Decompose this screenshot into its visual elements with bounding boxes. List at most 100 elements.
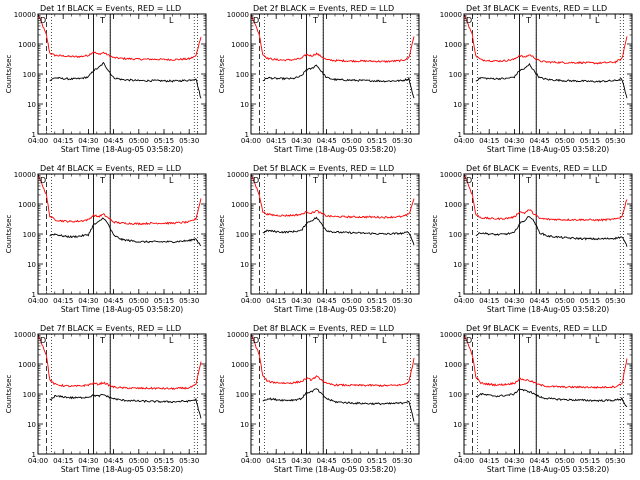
y-tick-label: 1 [32,131,36,139]
series-line-events [49,393,202,419]
y-tick-label: 10000 [440,331,462,339]
series-line-events [49,217,202,247]
corner-label: D [253,176,259,185]
y-axis-label: Counts/sec [218,375,226,414]
y-tick-label: 10 [240,421,249,429]
x-tick-label: 05:00 [555,457,575,465]
corner-label: T [525,16,531,25]
series-line-lld [251,14,415,64]
y-axis-label: Counts/sec [431,55,439,94]
y-tick-label: 100 [23,231,36,239]
x-tick-label: 04:00 [241,137,261,145]
x-tick-label: 05:30 [392,137,412,145]
chart-panel-3: Det 3f BLACK = Events, RED = LLD D T L 1 10 10… [431,4,633,154]
x-tick-label: 05:15 [367,297,387,305]
corner-label: D [40,336,46,345]
y-tick-label: 1000 [231,201,249,209]
x-tick-label: 05:30 [179,297,199,305]
x-tick-label: 04:00 [28,137,48,145]
x-tick-label: 05:15 [154,137,174,145]
corner-label: T [525,336,531,345]
x-axis-label: Start Time (18-Aug-05 03:58:20) [274,465,396,474]
series-line-lld [38,334,202,391]
series-line-events [262,216,415,246]
x-tick-label: 04:30 [291,137,311,145]
corner-label: L [169,336,174,345]
y-tick-label: 1000 [18,201,36,209]
y-tick-label: 10 [453,101,462,109]
plot-frame [37,333,207,455]
y-tick-label: 100 [449,391,462,399]
x-tick-label: 05:30 [392,457,412,465]
y-tick-label: 10000 [14,171,36,179]
x-tick-label: 04:45 [104,457,124,465]
plot-frame [463,13,633,135]
series-line-events [262,388,415,422]
x-tick-label: 05:15 [154,457,174,465]
y-tick-label: 1000 [231,41,249,49]
y-tick-label: 100 [236,231,249,239]
x-axis-label: Start Time (18-Aug-05 03:58:20) [61,145,183,154]
chart-title: Det 5f BLACK = Events, RED = LLD [253,164,394,173]
x-tick-label: 04:45 [317,297,337,305]
y-axis-label: Counts/sec [218,215,226,254]
x-tick-label: 05:00 [129,137,149,145]
plot-frame [250,13,420,135]
y-tick-label: 100 [449,231,462,239]
x-tick-label: 05:30 [179,137,199,145]
series-line-lld [38,14,202,62]
y-tick-label: 10 [453,261,462,269]
chart-title: Det 7f BLACK = Events, RED = LLD [40,324,181,333]
series-line-events [475,216,628,247]
y-axis-label: Counts/sec [218,55,226,94]
y-tick-label: 1 [32,291,36,299]
y-tick-label: 1000 [231,361,249,369]
x-axis-label: Start Time (18-Aug-05 03:58:20) [487,145,609,154]
chart-panel-5: Det 5f BLACK = Events, RED = LLD D T L 1 10 10… [218,164,420,314]
x-tick-label: 05:00 [555,297,575,305]
chart-panel-9: Det 9f BLACK = Events, RED = LLD D T L 1 10 10… [431,324,633,474]
y-tick-label: 1000 [18,41,36,49]
corner-label: D [40,16,46,25]
y-tick-label: 10 [453,421,462,429]
plot-frame [250,173,420,295]
y-tick-label: 1000 [18,361,36,369]
corner-label: D [466,176,472,185]
y-tick-label: 10000 [440,171,462,179]
x-tick-label: 04:15 [266,297,286,305]
y-tick-label: 10 [27,101,36,109]
corner-label: L [595,336,600,345]
y-tick-label: 1000 [444,361,462,369]
x-tick-label: 04:15 [53,297,73,305]
y-axis-label: Counts/sec [5,215,13,254]
x-tick-label: 05:15 [367,137,387,145]
x-tick-label: 04:00 [454,297,474,305]
chart-panel-1: Det 1f BLACK = Events, RED = LLD D T L 1 10 10… [5,4,207,154]
corner-label: T [99,16,105,25]
x-tick-label: 04:30 [291,297,311,305]
corner-label: L [169,176,174,185]
corner-label: T [312,176,318,185]
x-tick-label: 04:30 [78,137,98,145]
y-tick-label: 1 [458,451,462,459]
series-line-lld [464,334,628,389]
series-line-lld [38,174,202,226]
y-tick-label: 10 [27,261,36,269]
x-tick-label: 04:30 [78,457,98,465]
x-tick-label: 04:15 [479,137,499,145]
x-tick-label: 04:30 [291,457,311,465]
chart-title: Det 4f BLACK = Events, RED = LLD [40,164,181,173]
corner-label: D [40,176,46,185]
series-line-events [262,64,415,99]
x-tick-label: 04:00 [28,457,48,465]
x-tick-label: 05:15 [580,457,600,465]
y-tick-label: 100 [449,71,462,79]
plot-frame [250,333,420,455]
chart-panel-2: Det 2f BLACK = Events, RED = LLD D T L 1 10 10… [218,4,420,154]
x-tick-label: 04:15 [53,457,73,465]
y-axis-label: Counts/sec [5,375,13,414]
y-tick-label: 10000 [14,11,36,19]
x-tick-label: 04:45 [104,297,124,305]
corner-label: L [382,336,387,345]
y-tick-label: 10000 [227,331,249,339]
